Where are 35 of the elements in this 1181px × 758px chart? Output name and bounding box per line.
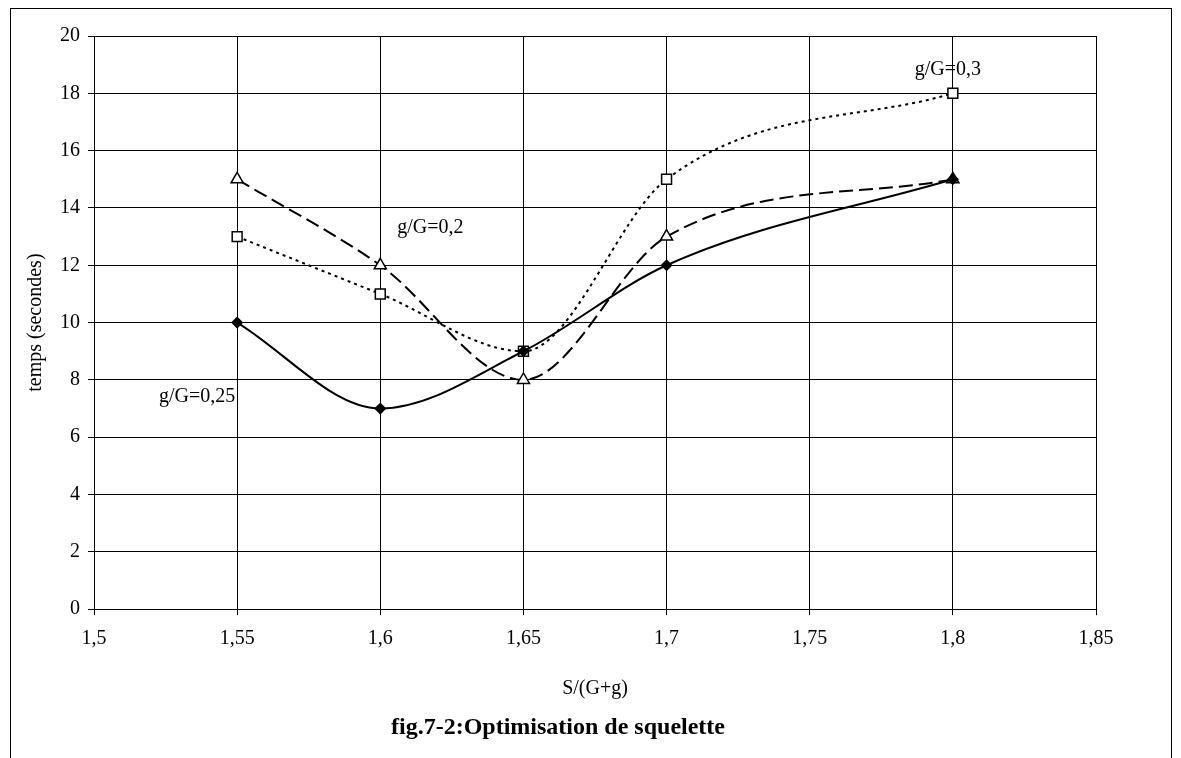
point [374, 402, 387, 415]
point [373, 257, 388, 270]
y-axis-title: temps (secondes) [23, 253, 47, 392]
y-tick-label: 16 [60, 137, 80, 160]
x-tick-label: 1,6 [367, 626, 393, 649]
x-tick-label: 1,5 [81, 626, 107, 649]
y-tick-label: 12 [60, 252, 80, 275]
x-axis-title: S/(G+g) [562, 676, 628, 700]
x-tick-label: 1,7 [654, 626, 680, 649]
point [659, 228, 674, 241]
y-tick-label: 20 [60, 23, 80, 46]
y-tick-label: 18 [60, 80, 80, 103]
y-tick-label: 6 [70, 424, 80, 447]
point [660, 259, 673, 272]
point [231, 230, 243, 243]
y-tick-label: 2 [70, 539, 80, 562]
point [660, 173, 673, 185]
text: g/G=0,25 [159, 383, 236, 407]
point [231, 316, 243, 329]
point [374, 288, 386, 300]
point [230, 171, 244, 184]
point [516, 372, 531, 385]
x-tick-label: 1,75 [792, 626, 828, 649]
series-label: g/G=0,2 [397, 214, 464, 238]
x-tick-label: 1,85 [1078, 626, 1114, 649]
y-tick-label: 10 [60, 309, 80, 332]
x-tick-label: 1,55 [219, 626, 255, 649]
y-tick-label: 8 [70, 367, 80, 390]
x-tick-label: 1,65 [505, 626, 541, 649]
text: fig.7-2:Optimisation de squelette [391, 712, 726, 739]
y-tick-label: 0 [70, 596, 80, 619]
y-tick-label: 4 [70, 481, 80, 504]
x-tick-label: 1,8 [940, 626, 966, 649]
point [947, 87, 959, 100]
y-tick-label: 14 [60, 195, 80, 218]
